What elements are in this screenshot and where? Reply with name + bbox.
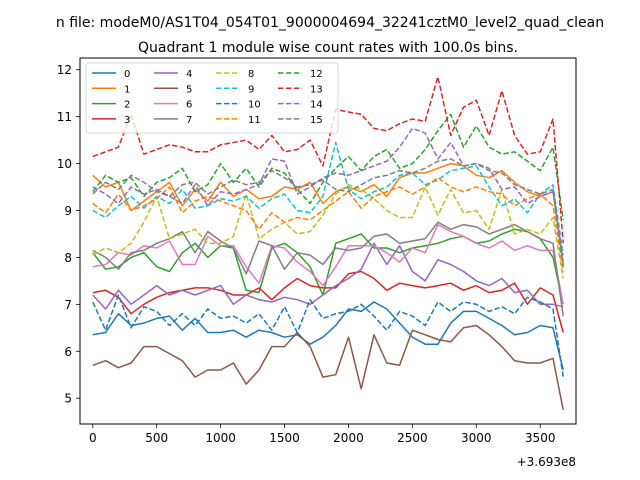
y-tick-label: 10 — [57, 157, 72, 171]
x-offset-label: +3.693e8 — [517, 455, 576, 469]
y-tick-label: 5 — [64, 392, 72, 406]
legend-label-10: 10 — [248, 100, 261, 111]
series-line-3 — [92, 270, 564, 333]
series-line-10 — [92, 294, 564, 378]
legend-label-13: 13 — [310, 84, 323, 95]
legend-label-9: 9 — [248, 84, 254, 95]
legend-label-6: 6 — [186, 100, 192, 111]
legend-label-4: 4 — [186, 69, 192, 80]
figure-suptitle: n file: modeM0/AS1T04_054T01_9000004694_… — [56, 15, 604, 31]
x-tick-label: 500 — [145, 431, 168, 445]
series-line-2 — [92, 228, 564, 305]
series-line-0 — [92, 301, 564, 371]
legend-label-3: 3 — [124, 115, 130, 126]
series-line-14 — [92, 127, 564, 263]
plot-frame — [79, 57, 577, 425]
series-line-9 — [92, 141, 564, 256]
series-line-1 — [92, 162, 564, 265]
x-axis: 0 500 1000 1500 2000 2500 3000 3500 — [89, 424, 556, 445]
y-tick-label: 7 — [64, 298, 72, 312]
series-line-13 — [92, 76, 564, 244]
legend-label-7: 7 — [186, 115, 192, 126]
series-line-5 — [92, 324, 564, 411]
y-tick-label: 8 — [64, 251, 72, 265]
series-line-8 — [92, 183, 564, 279]
series-line-12 — [92, 113, 564, 221]
legend-label-12: 12 — [310, 69, 323, 80]
series-line-4 — [92, 242, 564, 310]
x-tick-label: 2500 — [397, 431, 428, 445]
x-tick-label: 3000 — [461, 431, 492, 445]
series-line-6 — [92, 223, 564, 305]
chart-title: Quadrant 1 module wise count rates with … — [138, 40, 518, 56]
legend-label-8: 8 — [248, 69, 254, 80]
series-line-15 — [92, 158, 564, 267]
x-tick-label: 1500 — [269, 431, 300, 445]
series-layer — [92, 76, 564, 411]
legend-label-5: 5 — [186, 84, 192, 95]
x-tick-label: 3500 — [525, 431, 556, 445]
x-tick-label: 1000 — [205, 431, 236, 445]
legend-label-1: 1 — [124, 84, 130, 95]
legend-frame — [85, 62, 339, 134]
legend-label-15: 15 — [310, 115, 323, 126]
y-tick-label: 11 — [57, 110, 72, 124]
legend-label-11: 11 — [248, 115, 261, 126]
x-tick-label: 0 — [89, 431, 97, 445]
y-tick-label: 6 — [64, 345, 72, 359]
y-axis: 5 6 7 8 9 10 11 12 — [57, 63, 80, 406]
x-tick-label: 2000 — [333, 431, 364, 445]
y-tick-label: 9 — [64, 204, 72, 218]
legend-label-0: 0 — [124, 69, 130, 80]
legend-label-2: 2 — [124, 100, 130, 111]
legend-label-14: 14 — [310, 100, 323, 111]
y-tick-label: 12 — [57, 63, 72, 77]
